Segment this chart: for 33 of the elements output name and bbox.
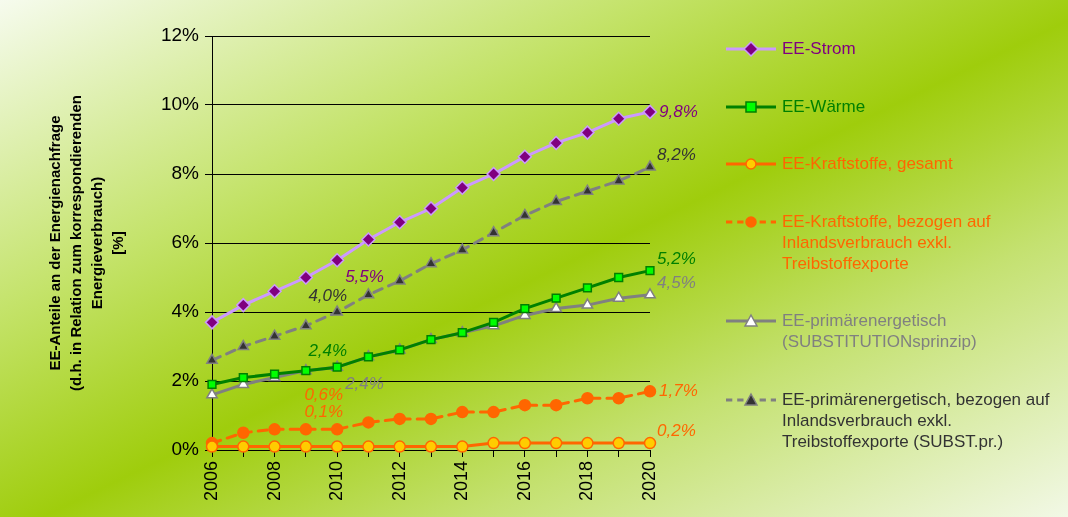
legend-label: EE-primärenergetisch, bezogen auf Inlandsverbrauch exkl. Treibstoffexporte (SUBST.pr.) — [782, 388, 1051, 452]
data-label: 4,0% — [308, 286, 348, 306]
data-label: 4,5% — [657, 272, 696, 292]
data-label: 0,2% — [657, 421, 696, 441]
y-tick-label: 10% — [160, 93, 200, 115]
data-label: 5,2% — [657, 248, 696, 268]
y-tick-label: 0% — [171, 438, 200, 460]
data-label: 5,5% — [345, 267, 384, 287]
y-tick-label: 4% — [171, 300, 200, 322]
y-tick-label: 8% — [171, 162, 200, 184]
x-tick-label: 2014 — [451, 461, 472, 502]
data-label: 2,4% — [307, 341, 348, 361]
legend-label: EE-primärenergetisch (SUBSTITUTIONsprinzip) — [782, 310, 978, 353]
legend-label: EE-Wärme — [782, 95, 866, 117]
data-label: 8,2% — [657, 145, 696, 165]
x-tick-label: 2006 — [200, 461, 221, 502]
x-tick-label: 2020 — [638, 461, 659, 502]
y-tick-label: 12% — [160, 24, 200, 46]
data-label: 0,1% — [304, 401, 344, 421]
legend-label: EE-Kraftstoffe, gesamt — [782, 153, 953, 175]
y-tick-label: 2% — [171, 369, 200, 391]
y-tick-label: 6% — [171, 231, 200, 253]
data-label: 0,6% — [304, 384, 344, 404]
legend-label: EE-Kraftstoffe, bezogen auf Inlandsverbrauch exkl. Treibstoffexporte — [782, 210, 992, 274]
data-label: 1,7% — [659, 381, 698, 401]
x-tick-label: 2010 — [326, 461, 347, 502]
x-tick-label: 2018 — [576, 461, 597, 502]
data-label: 9,8% — [659, 101, 698, 121]
y-axis-title: EE-Anteile an der Energienachfrage (d.h. in Relation zum korrespondierenden Energieverbrauch) [%] — [46, 95, 126, 391]
x-tick-label: 2016 — [513, 461, 534, 502]
legend-label: EE-Strom — [782, 38, 856, 59]
x-tick-label: 2012 — [388, 461, 409, 502]
x-tick-label: 2008 — [263, 461, 284, 502]
